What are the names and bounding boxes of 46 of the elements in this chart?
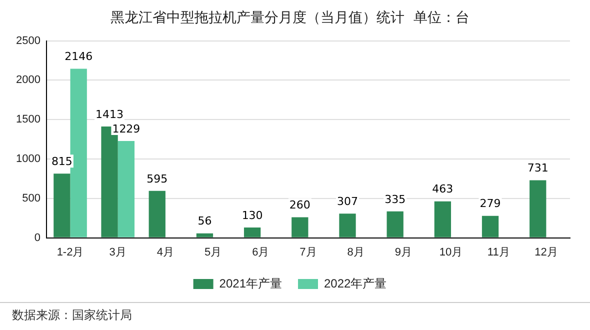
x-tick-label: 6月 [252,246,270,258]
data-label: 1413 [96,108,124,121]
legend-label: 2022年产量 [324,276,387,290]
data-label: 307 [337,194,358,208]
data-label: 463 [432,182,454,196]
bar [70,68,87,238]
y-tick-label: 2000 [16,74,40,86]
y-tick-label: 2500 [16,34,40,47]
bar [339,214,356,238]
bar [196,233,214,238]
bar [482,216,499,238]
x-tick-label: 9月 [394,246,412,258]
bar [54,174,70,238]
data-label: 815 [51,154,72,168]
y-tick-label: 500 [22,192,40,204]
y-tick-label: 1500 [16,114,40,126]
data-label: 2146 [64,50,93,64]
bar [530,180,546,238]
legend-label: 2021年产量 [219,276,282,290]
chart-title: 黑龙江省中型拖拉机产量分月度（当月值）统计 单位：台 [110,10,470,26]
x-tick-label: 12月 [534,246,558,258]
x-tick-label: 7月 [300,246,317,258]
data-label: 260 [289,198,310,212]
data-label: 335 [384,192,406,206]
x-tick-label: 1-2月 [56,246,84,258]
data-label: 130 [242,208,263,222]
x-tick-label: 11月 [487,246,510,258]
x-tick-label: 8月 [347,246,364,258]
data-label: 595 [146,172,168,186]
bar [118,140,135,238]
x-tick-label: 10月 [439,246,463,258]
x-tick-label: 3月 [109,246,126,258]
data-label: 1229 [112,122,140,136]
bar [148,190,166,238]
bar [434,201,452,238]
y-tick-label: 1000 [16,153,40,166]
bar [244,228,261,238]
source-note: 数据来源：国家统计局 [12,307,132,324]
x-tick-label: 4月 [156,246,174,258]
data-label: 279 [480,197,501,210]
bar [386,211,404,238]
x-tick-label: 5月 [204,246,222,258]
data-label: 731 [527,162,548,175]
bar [292,217,308,238]
y-tick-label: 0 [34,232,40,244]
data-label: 56 [198,214,212,228]
